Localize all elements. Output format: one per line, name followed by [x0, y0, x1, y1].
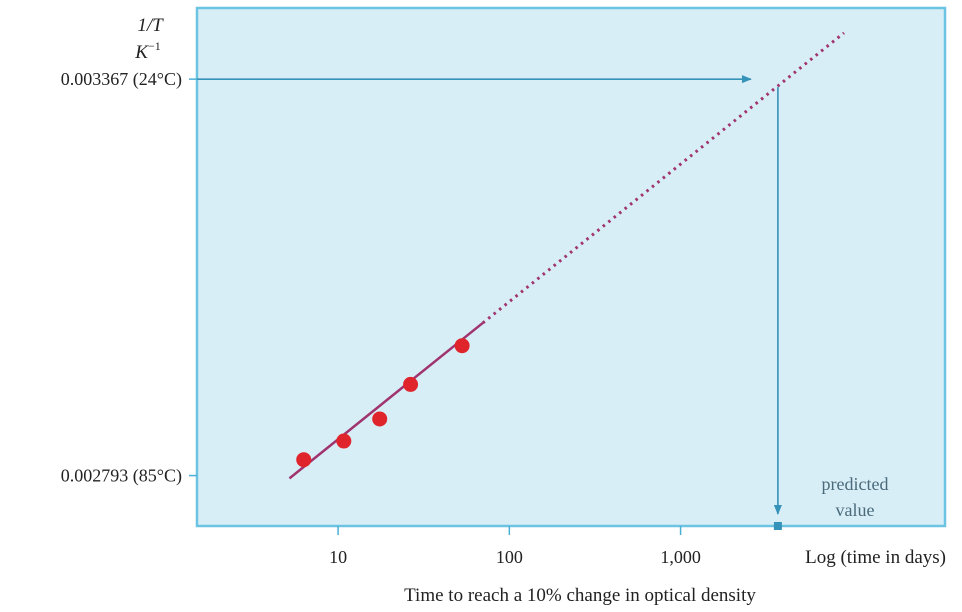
y-tick-label: 0.002793 (85°C) — [61, 466, 182, 487]
x-tick-label: 100 — [496, 547, 523, 567]
data-point — [336, 433, 352, 449]
fit-line — [288, 321, 484, 480]
predicted-annotation-line2: value — [836, 500, 875, 520]
x-tick-label: 10 — [329, 547, 347, 567]
data-point — [372, 411, 388, 427]
y-axis-label-line1: 1/T — [137, 15, 164, 36]
x-axis-end-label: Log (time in days) — [805, 547, 946, 568]
x-tick-label: 1,000 — [660, 547, 701, 567]
x-axis-label: Time to reach a 10% change in optical de… — [404, 585, 756, 606]
predicted-value-marker — [773, 522, 782, 530]
data-point — [403, 376, 419, 392]
predicted-annotation-line1: predicted — [822, 474, 889, 494]
data-point — [454, 338, 470, 354]
y-tick-label: 0.003367 (24°C) — [61, 69, 182, 90]
x-axis-ticks: 10 100 1,000 — [329, 526, 701, 567]
plot-area — [195, 6, 947, 528]
data-points — [296, 338, 470, 468]
fit-line-extrapolated — [481, 31, 845, 325]
data-point — [296, 452, 312, 468]
y-axis-ticks: 0.002793 (85°C) 0.003367 (24°C) — [61, 69, 197, 487]
y-axis-label-line2: K−1 — [134, 39, 160, 63]
